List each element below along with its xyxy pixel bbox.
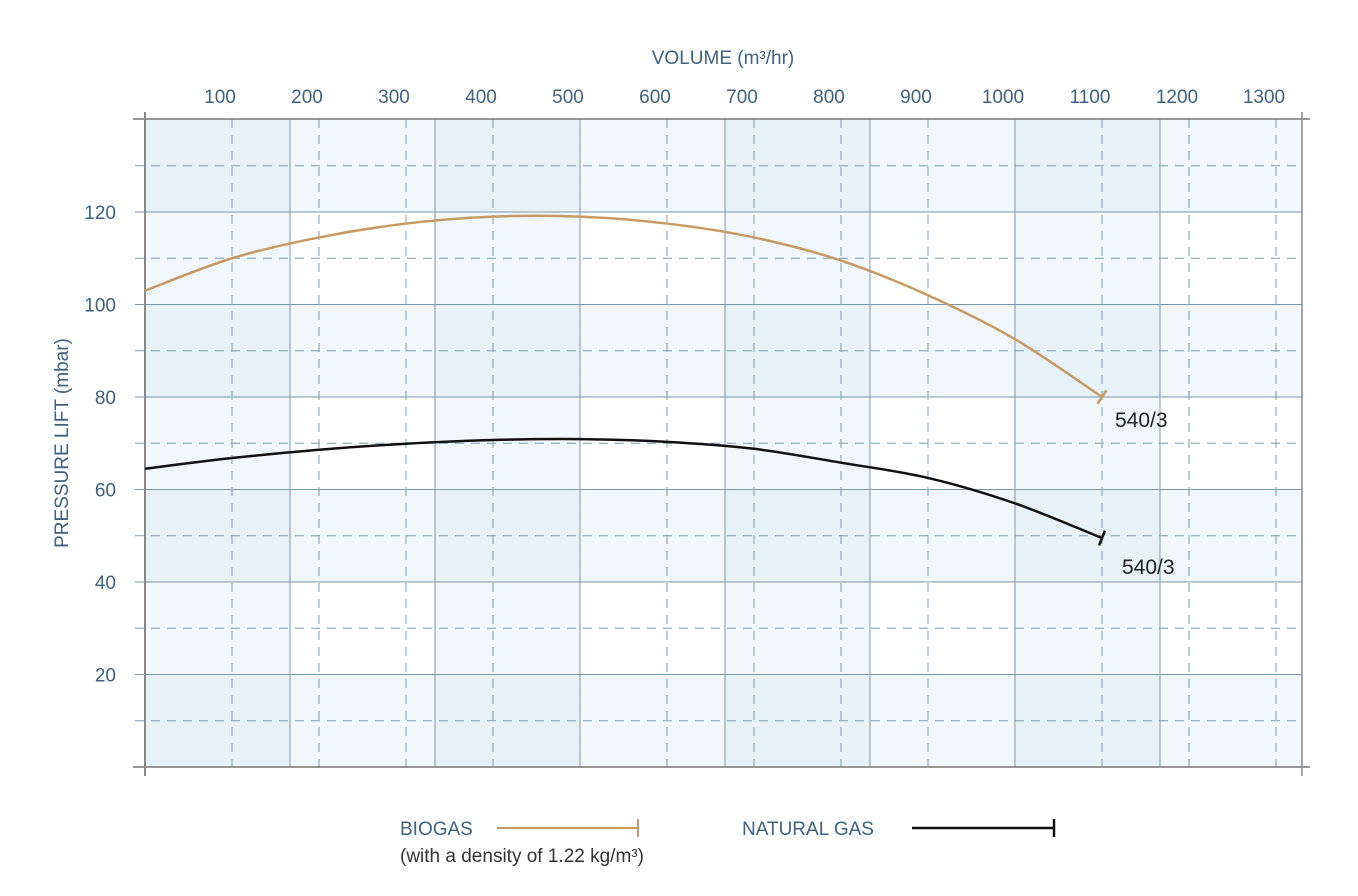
legend: BIOGAS (with a density of 1.22 kg/m³) NA… [400, 819, 1056, 867]
x-tick-label: 100 [204, 87, 236, 108]
x-tick-label: 1000 [982, 87, 1024, 108]
x-tick-label: 700 [726, 87, 758, 108]
biogas-curve [144, 214, 1103, 399]
natural-gas-end-tick [1097, 530, 1107, 546]
x-tick-label: 900 [900, 87, 932, 108]
y-tick-label: 20 [95, 666, 116, 687]
axes [133, 112, 1310, 776]
biogas-end-tick [1096, 389, 1108, 405]
grid-lines [135, 119, 1302, 767]
y-axis-title: PRESSURE LIFT (mbar) [52, 338, 73, 548]
biogas-end-label: 540/3 [1115, 409, 1168, 432]
x-tick-label: 600 [639, 87, 671, 108]
x-tick-label: 1100 [1070, 87, 1111, 108]
x-tick-label: 800 [813, 87, 845, 108]
legend-biogas-note: (with a density of 1.22 kg/m³) [400, 846, 644, 867]
y-tick-labels: 20 40 60 80 100 120 [84, 203, 116, 687]
x-tick-labels: 100 200 300 400 500 600 700 800 900 1000 1100 1200 1… [204, 87, 1285, 108]
legend-natural-gas-label: NATURAL GAS [742, 819, 874, 840]
y-tick-label: 120 [84, 203, 116, 224]
y-tick-label: 60 [95, 481, 116, 502]
x-tick-label: 400 [465, 87, 497, 108]
y-tick-label: 100 [84, 296, 116, 317]
x-axis-title: VOLUME (m³/hr) [652, 48, 795, 69]
x-tick-label: 300 [378, 87, 410, 108]
natural-gas-curve [144, 437, 1103, 540]
x-tick-label: 1300 [1243, 87, 1285, 108]
x-tick-label: 200 [291, 87, 323, 108]
y-tick-label: 80 [95, 388, 116, 409]
x-tick-label: 500 [552, 87, 584, 108]
series-lines: 540/3 540/3 [144, 214, 1175, 579]
y-tick-label: 40 [95, 573, 116, 594]
legend-biogas-label: BIOGAS [400, 819, 473, 840]
natural-gas-end-label: 540/3 [1122, 556, 1175, 579]
x-tick-label: 1200 [1156, 87, 1198, 108]
